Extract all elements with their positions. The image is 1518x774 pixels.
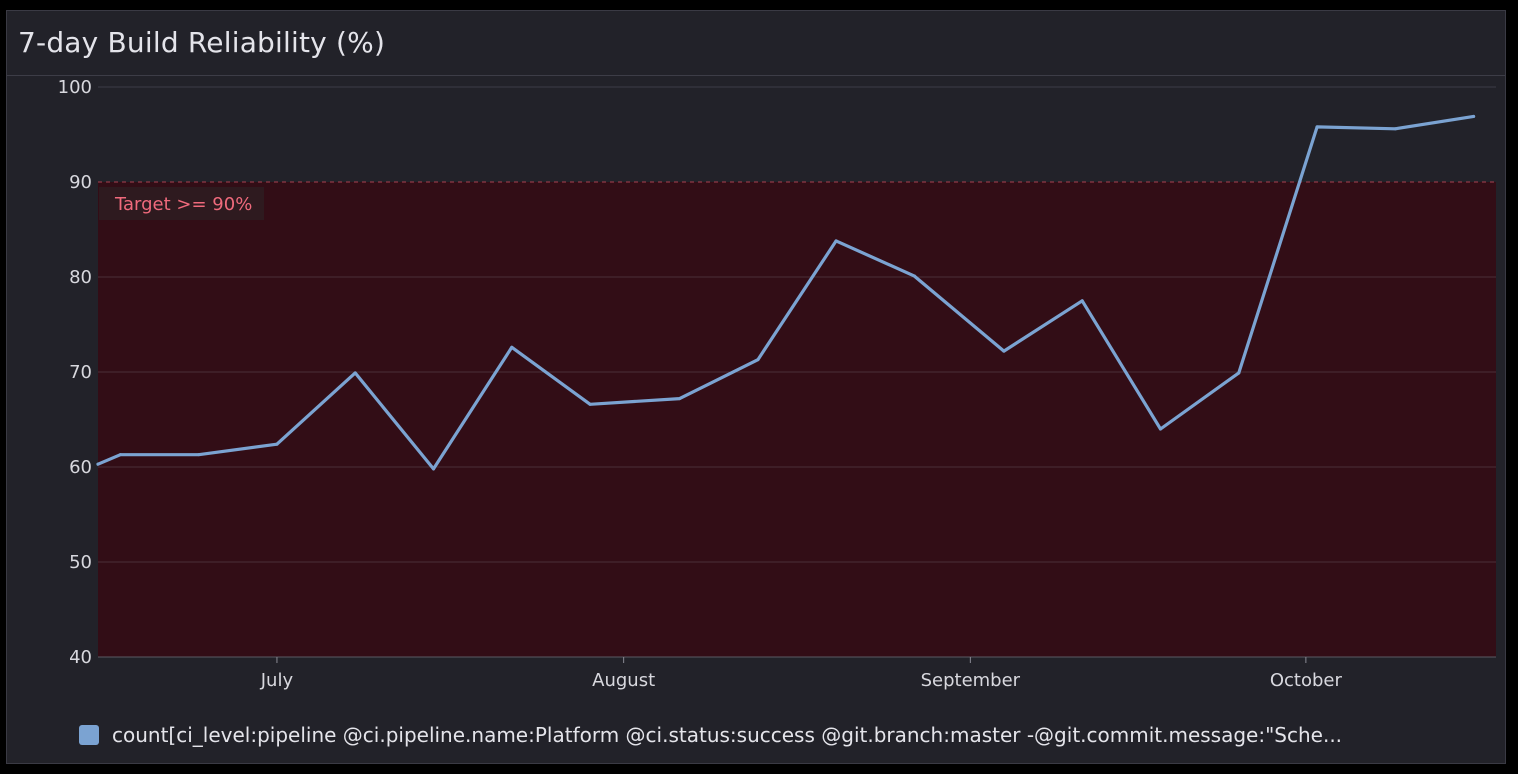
target-label: Target >= 90%	[114, 194, 252, 215]
chart-legend[interactable]: count[ci_level:pipeline @ci.pipeline.nam…	[79, 721, 1342, 749]
data-point[interactable]	[1237, 371, 1241, 375]
data-point[interactable]	[834, 239, 838, 243]
y-tick-label-70: 70	[69, 362, 92, 383]
y-tick-label-90: 90	[69, 172, 92, 193]
panel-title: 7-day Build Reliability (%)	[18, 26, 386, 59]
data-point[interactable]	[353, 371, 357, 375]
y-tick-label-50: 50	[69, 552, 92, 573]
y-tick-label-100: 100	[58, 77, 92, 98]
data-point[interactable]	[275, 442, 279, 446]
y-tick-label-40: 40	[69, 647, 92, 668]
legend-swatch	[79, 725, 99, 745]
data-point[interactable]	[96, 462, 100, 466]
target-label-box	[99, 187, 264, 220]
line-chart[interactable]: Target >= 90% July August September October…	[7, 11, 1505, 763]
x-tick-label-september: September	[921, 670, 1021, 691]
data-point[interactable]	[197, 453, 201, 457]
data-point[interactable]	[1080, 299, 1084, 303]
data-point[interactable]	[1158, 427, 1162, 431]
data-point[interactable]	[1472, 114, 1476, 118]
data-point[interactable]	[756, 358, 760, 362]
data-point[interactable]	[1002, 349, 1006, 353]
data-point[interactable]	[432, 467, 436, 471]
y-tick-label-60: 60	[69, 457, 92, 478]
data-point[interactable]	[118, 453, 122, 457]
data-point[interactable]	[912, 274, 916, 278]
x-tick-label-august: August	[592, 670, 655, 691]
chart-panel: 7-day Build Reliability (%) Target >= 90…	[6, 10, 1506, 764]
target-band	[98, 182, 1496, 657]
legend-series-label: count[ci_level:pipeline @ci.pipeline.nam…	[112, 723, 1343, 747]
data-point[interactable]	[588, 402, 592, 406]
data-point[interactable]	[510, 345, 514, 349]
panel-header: 7-day Build Reliability (%)	[7, 11, 1505, 76]
y-tick-label-80: 80	[69, 267, 92, 288]
x-tick-label-july: July	[260, 670, 294, 691]
data-point[interactable]	[1315, 125, 1319, 129]
x-tick-label-october: October	[1270, 670, 1343, 691]
data-point[interactable]	[1393, 127, 1397, 131]
data-point[interactable]	[678, 397, 682, 401]
